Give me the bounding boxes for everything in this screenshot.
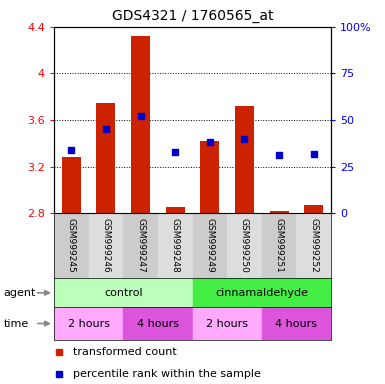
Bar bbox=[166, 207, 185, 213]
Bar bbox=[227, 213, 262, 278]
Bar bbox=[200, 141, 219, 213]
Title: GDS4321 / 1760565_at: GDS4321 / 1760565_at bbox=[112, 9, 273, 23]
Text: agent: agent bbox=[4, 288, 36, 298]
Bar bbox=[262, 307, 331, 340]
Bar bbox=[192, 278, 331, 307]
Bar bbox=[54, 213, 89, 278]
Bar bbox=[54, 278, 192, 307]
Text: control: control bbox=[104, 288, 142, 298]
Bar bbox=[89, 213, 123, 278]
Text: cinnamaldehyde: cinnamaldehyde bbox=[215, 288, 308, 298]
Bar bbox=[296, 213, 331, 278]
Text: percentile rank within the sample: percentile rank within the sample bbox=[73, 369, 261, 379]
Text: GSM999249: GSM999249 bbox=[205, 218, 214, 273]
Bar bbox=[96, 103, 116, 213]
Text: GSM999245: GSM999245 bbox=[67, 218, 76, 273]
Bar bbox=[235, 106, 254, 213]
Bar bbox=[54, 307, 123, 340]
Text: transformed count: transformed count bbox=[73, 347, 177, 357]
Bar bbox=[192, 307, 262, 340]
Text: GSM999252: GSM999252 bbox=[309, 218, 318, 273]
Bar bbox=[123, 307, 192, 340]
Text: GSM999247: GSM999247 bbox=[136, 218, 145, 273]
Text: 2 hours: 2 hours bbox=[67, 318, 110, 329]
Text: 2 hours: 2 hours bbox=[206, 318, 248, 329]
Bar bbox=[123, 213, 158, 278]
Bar bbox=[192, 213, 227, 278]
Bar bbox=[262, 213, 296, 278]
Text: time: time bbox=[4, 318, 29, 329]
Bar bbox=[270, 211, 289, 213]
Text: GSM999250: GSM999250 bbox=[240, 218, 249, 273]
Bar bbox=[304, 205, 323, 213]
Text: 4 hours: 4 hours bbox=[137, 318, 179, 329]
Text: GSM999246: GSM999246 bbox=[101, 218, 110, 273]
Bar bbox=[131, 36, 150, 213]
Bar bbox=[158, 213, 192, 278]
Text: GSM999251: GSM999251 bbox=[275, 218, 284, 273]
Bar bbox=[62, 157, 81, 213]
Text: 4 hours: 4 hours bbox=[275, 318, 318, 329]
Text: GSM999248: GSM999248 bbox=[171, 218, 180, 273]
